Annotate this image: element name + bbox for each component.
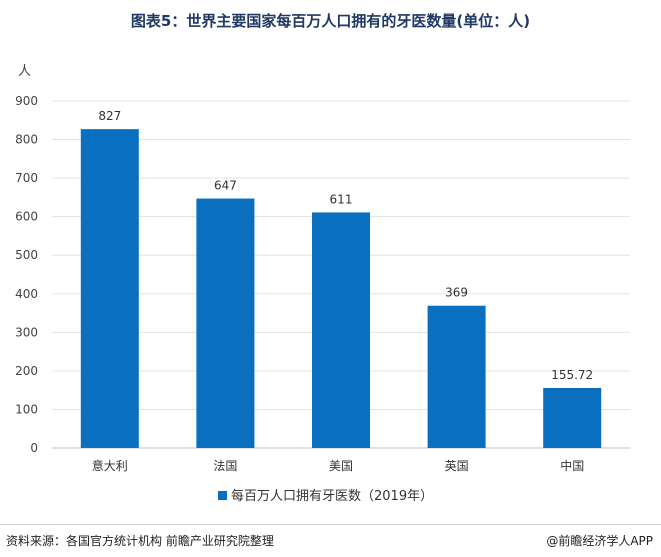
bar xyxy=(312,212,370,448)
y-axis-unit: 人 xyxy=(18,64,32,79)
bar-chart: 0 100 200 300 400 500 600 700 800 900 827 意大利 647 法国 6… xyxy=(15,94,630,504)
y-tick-label: 100 xyxy=(15,402,38,416)
legend-label: 每百万人口拥有牙医数（2019年） xyxy=(231,488,433,504)
x-tick-label: 意大利 xyxy=(92,458,128,473)
data-label: 647 xyxy=(214,179,237,193)
y-tick-label: 900 xyxy=(15,94,38,108)
data-label: 827 xyxy=(98,109,121,123)
y-tick-label: 800 xyxy=(15,133,38,147)
y-tick-label: 500 xyxy=(15,248,38,262)
y-tick-label: 400 xyxy=(15,287,38,301)
data-label: 611 xyxy=(330,192,353,206)
data-label: 369 xyxy=(445,286,468,300)
x-tick-label: 英国 xyxy=(445,459,469,473)
y-tick-label: 700 xyxy=(15,171,38,185)
bar xyxy=(80,129,139,448)
x-tick-label: 法国 xyxy=(213,459,237,473)
bar xyxy=(427,305,486,448)
bar xyxy=(196,198,255,448)
data-label: 155.72 xyxy=(551,368,593,382)
y-tick-label: 600 xyxy=(15,210,38,224)
legend-swatch xyxy=(218,491,227,500)
x-tick-label: 美国 xyxy=(329,459,353,473)
x-tick-label: 中国 xyxy=(560,458,584,473)
brand-credit: @前瞻经济学人APP xyxy=(546,534,653,548)
bar xyxy=(543,387,602,448)
source-note: 资料来源：各国官方统计机构 前瞻产业研究院整理 xyxy=(6,534,274,548)
y-tick-label: 0 xyxy=(30,441,38,455)
footer-divider xyxy=(0,524,661,525)
y-tick-label: 200 xyxy=(15,364,38,378)
chart-title: 图表5：世界主要国家每百万人口拥有的牙医数量(单位：人) xyxy=(130,12,531,30)
y-tick-label: 300 xyxy=(15,325,38,339)
